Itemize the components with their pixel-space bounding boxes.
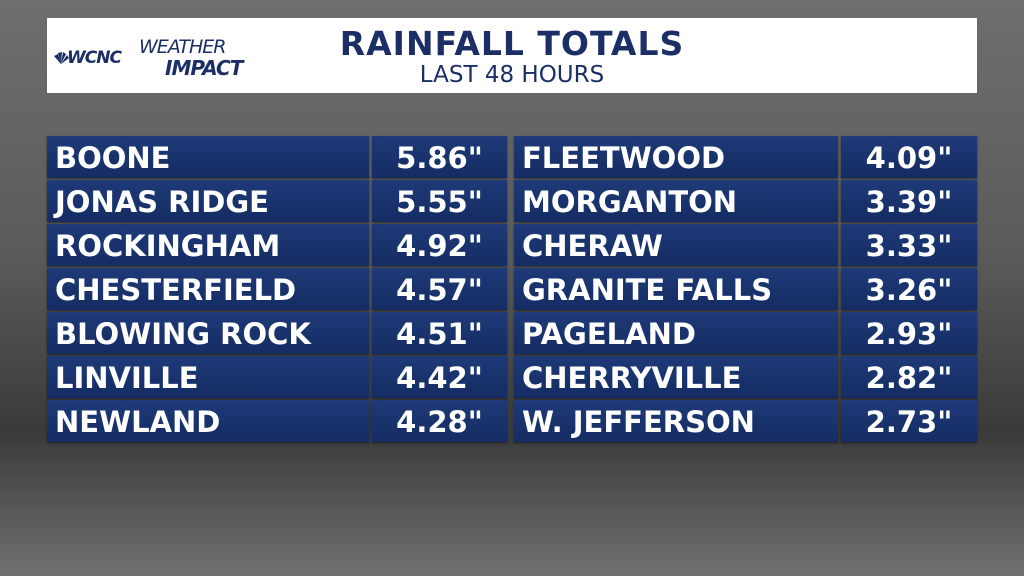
rainfall-total: 2.93" [841,312,977,354]
logo-station: WCNC [67,48,122,68]
location-name: CHERAW [514,224,838,266]
rainfall-total: 3.39" [841,180,977,222]
location-name: MORGANTON [514,180,838,222]
rainfall-total: 4.28" [372,400,507,442]
logo-brand-bottom: IMPACT [165,56,243,80]
location-name: PAGELAND [514,312,838,354]
rainfall-total: 3.33" [841,224,977,266]
rainfall-total: 4.42" [372,356,507,398]
location-name: JONAS RIDGE [47,180,369,222]
header: WCNC WEATHER IMPACT RAINFALL TOTALS LAST… [47,18,977,93]
location-name: NEWLAND [47,400,369,442]
location-name: BOONE [47,136,369,178]
rainfall-total: 5.55" [372,180,507,222]
location-name: GRANITE FALLS [514,268,838,310]
location-name: W. JEFFERSON [514,400,838,442]
logo: WCNC WEATHER IMPACT [53,36,273,86]
location-name: CHERRYVILLE [514,356,838,398]
logo-brand-top: WEATHER [139,36,227,58]
rainfall-total: 4.09" [841,136,977,178]
rainfall-total: 2.73" [841,400,977,442]
location-name: BLOWING ROCK [47,312,369,354]
rainfall-total: 2.82" [841,356,977,398]
rainfall-total: 4.51" [372,312,507,354]
location-name: FLEETWOOD [514,136,838,178]
title: RAINFALL TOTALS [339,24,685,63]
rainfall-total: 4.92" [372,224,507,266]
logo-peacock [54,52,69,64]
subtitle: LAST 48 HOURS [419,62,605,88]
rainfall-total: 3.26" [841,268,977,310]
location-name: ROCKINGHAM [47,224,369,266]
rainfall-total: 4.57" [372,268,507,310]
location-name: LINVILLE [47,356,369,398]
rainfall-total: 5.86" [372,136,507,178]
location-name: CHESTERFIELD [47,268,369,310]
